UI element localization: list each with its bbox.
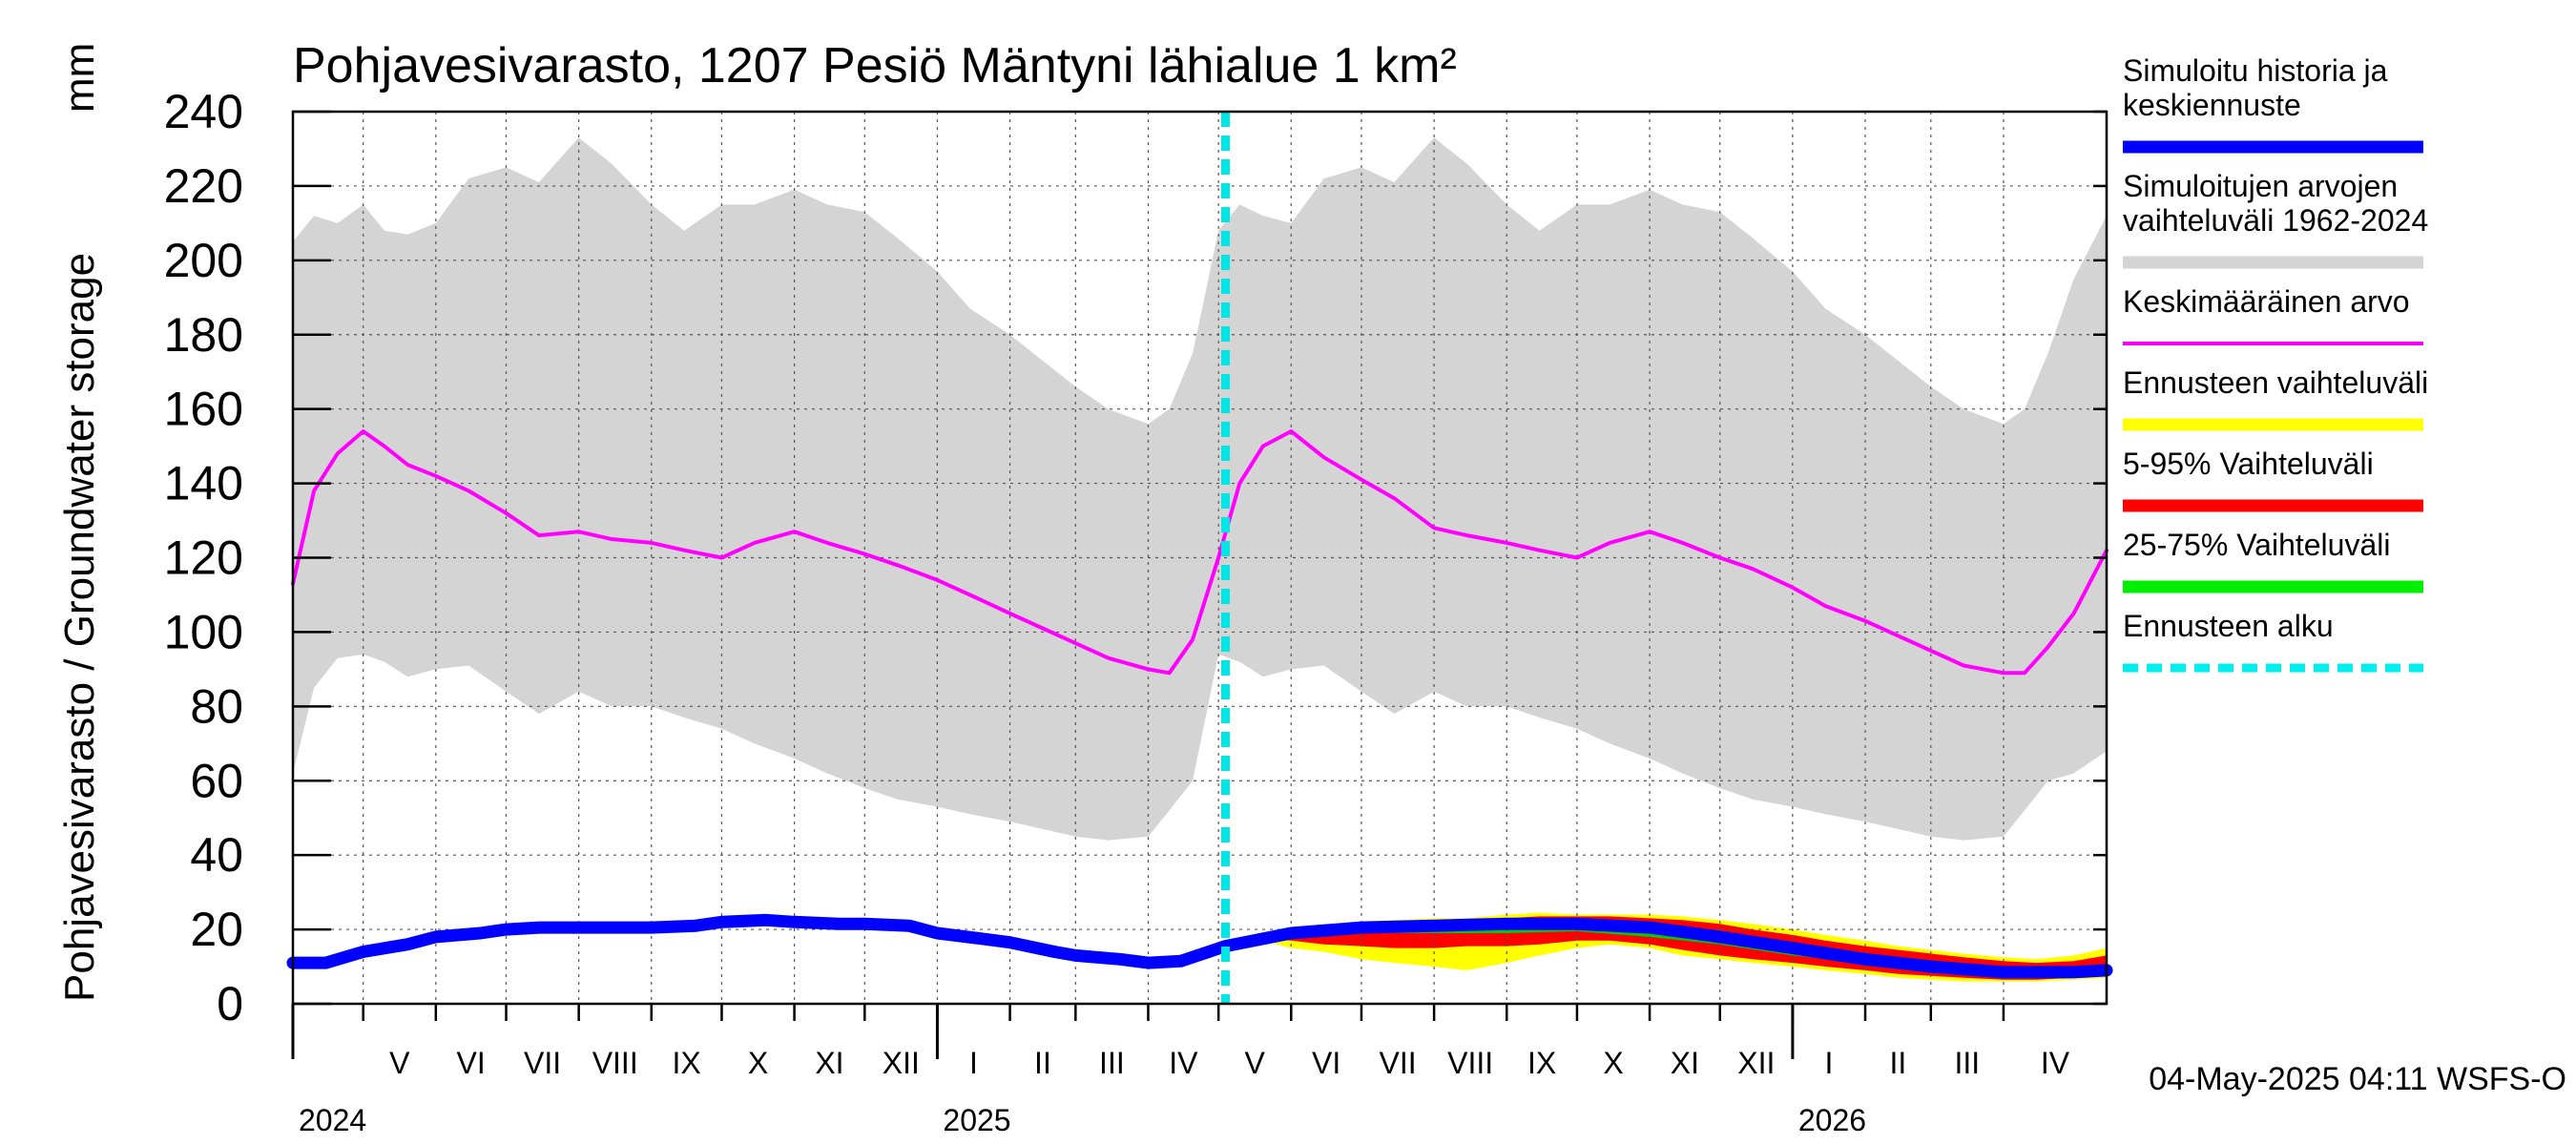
legend-label: Keskimääräinen arvo — [2123, 284, 2410, 319]
chart-title: Pohjavesivarasto, 1207 Pesiö Mäntyni läh… — [293, 38, 1457, 94]
x-month-label: V — [1245, 1046, 1266, 1080]
y-tick-label: 40 — [190, 828, 243, 882]
x-month-label: IV — [2041, 1046, 2070, 1080]
x-month-label: VIII — [1447, 1046, 1493, 1080]
y-tick-label: 240 — [164, 85, 243, 138]
legend-label: Simuloitujen arvojen — [2123, 169, 2398, 203]
legend-label: Simuloitu historia ja — [2123, 53, 2388, 88]
x-month-label: IX — [673, 1046, 701, 1080]
x-month-label: VII — [524, 1046, 561, 1080]
y-tick-label: 0 — [217, 977, 243, 1030]
y-tick-label: 160 — [164, 383, 243, 436]
y-axis-label: Pohjavesivarasto / Groundwater storage — [56, 253, 103, 1002]
x-month-label: III — [1099, 1046, 1125, 1080]
x-year-label: 2026 — [1798, 1103, 1866, 1137]
footer-timestamp: 04-May-2025 04:11 WSFS-O — [2149, 1061, 2566, 1097]
y-tick-label: 140 — [164, 457, 243, 510]
grid — [293, 112, 2107, 1004]
x-month-label: X — [748, 1046, 768, 1080]
y-tick-label: 100 — [164, 605, 243, 658]
y-tick-label: 120 — [164, 531, 243, 585]
x-month-label: VIII — [592, 1046, 638, 1080]
legend-label: 25-75% Vaihteluväli — [2123, 528, 2390, 562]
legend-label: Ennusteen alku — [2123, 609, 2334, 643]
x-month-label: XII — [1737, 1046, 1775, 1080]
band-simuloitujen-arvojen-vaihteluvali-1962-2024 — [293, 137, 2107, 841]
x-month-label: VI — [1312, 1046, 1340, 1080]
line-simuloitu-historia-ja-keskiennuste — [286, 913, 2113, 979]
x-month-label: I — [1825, 1046, 1834, 1080]
legend-label: keskiennuste — [2123, 88, 2301, 122]
legend-label: vaihteluväli 1962-2024 — [2123, 203, 2428, 238]
y-tick-label: 180 — [164, 308, 243, 362]
x-month-label: VII — [1379, 1046, 1416, 1080]
x-year-label: 2025 — [943, 1103, 1010, 1137]
x-month-label: I — [969, 1046, 978, 1080]
y-tick-label: 220 — [164, 159, 243, 213]
x-month-label: II — [1890, 1046, 1907, 1080]
x-year-label: 2024 — [299, 1103, 366, 1137]
x-month-label: II — [1034, 1046, 1051, 1080]
y-tick-label: 60 — [190, 754, 243, 807]
x-month-label: VI — [457, 1046, 486, 1080]
y-tick-label: 20 — [190, 903, 243, 956]
x-month-label: V — [389, 1046, 410, 1080]
x-month-label: X — [1603, 1046, 1623, 1080]
x-month-label: IX — [1527, 1046, 1556, 1080]
x-month-label: XI — [1671, 1046, 1699, 1080]
legend-label: Ennusteen vaihteluväli — [2123, 365, 2428, 400]
y-tick-label: 80 — [190, 679, 243, 733]
legend-label: 5-95% Vaihteluväli — [2123, 447, 2374, 481]
line-keskimaarainen-arvo — [291, 429, 2109, 676]
x-month-label: XI — [815, 1046, 843, 1080]
x-month-label: III — [1955, 1046, 1981, 1080]
x-month-label: IV — [1169, 1046, 1198, 1080]
y-tick-label: 200 — [164, 234, 243, 287]
y-axis-unit: mm — [56, 43, 103, 113]
x-month-label: XII — [883, 1046, 920, 1080]
